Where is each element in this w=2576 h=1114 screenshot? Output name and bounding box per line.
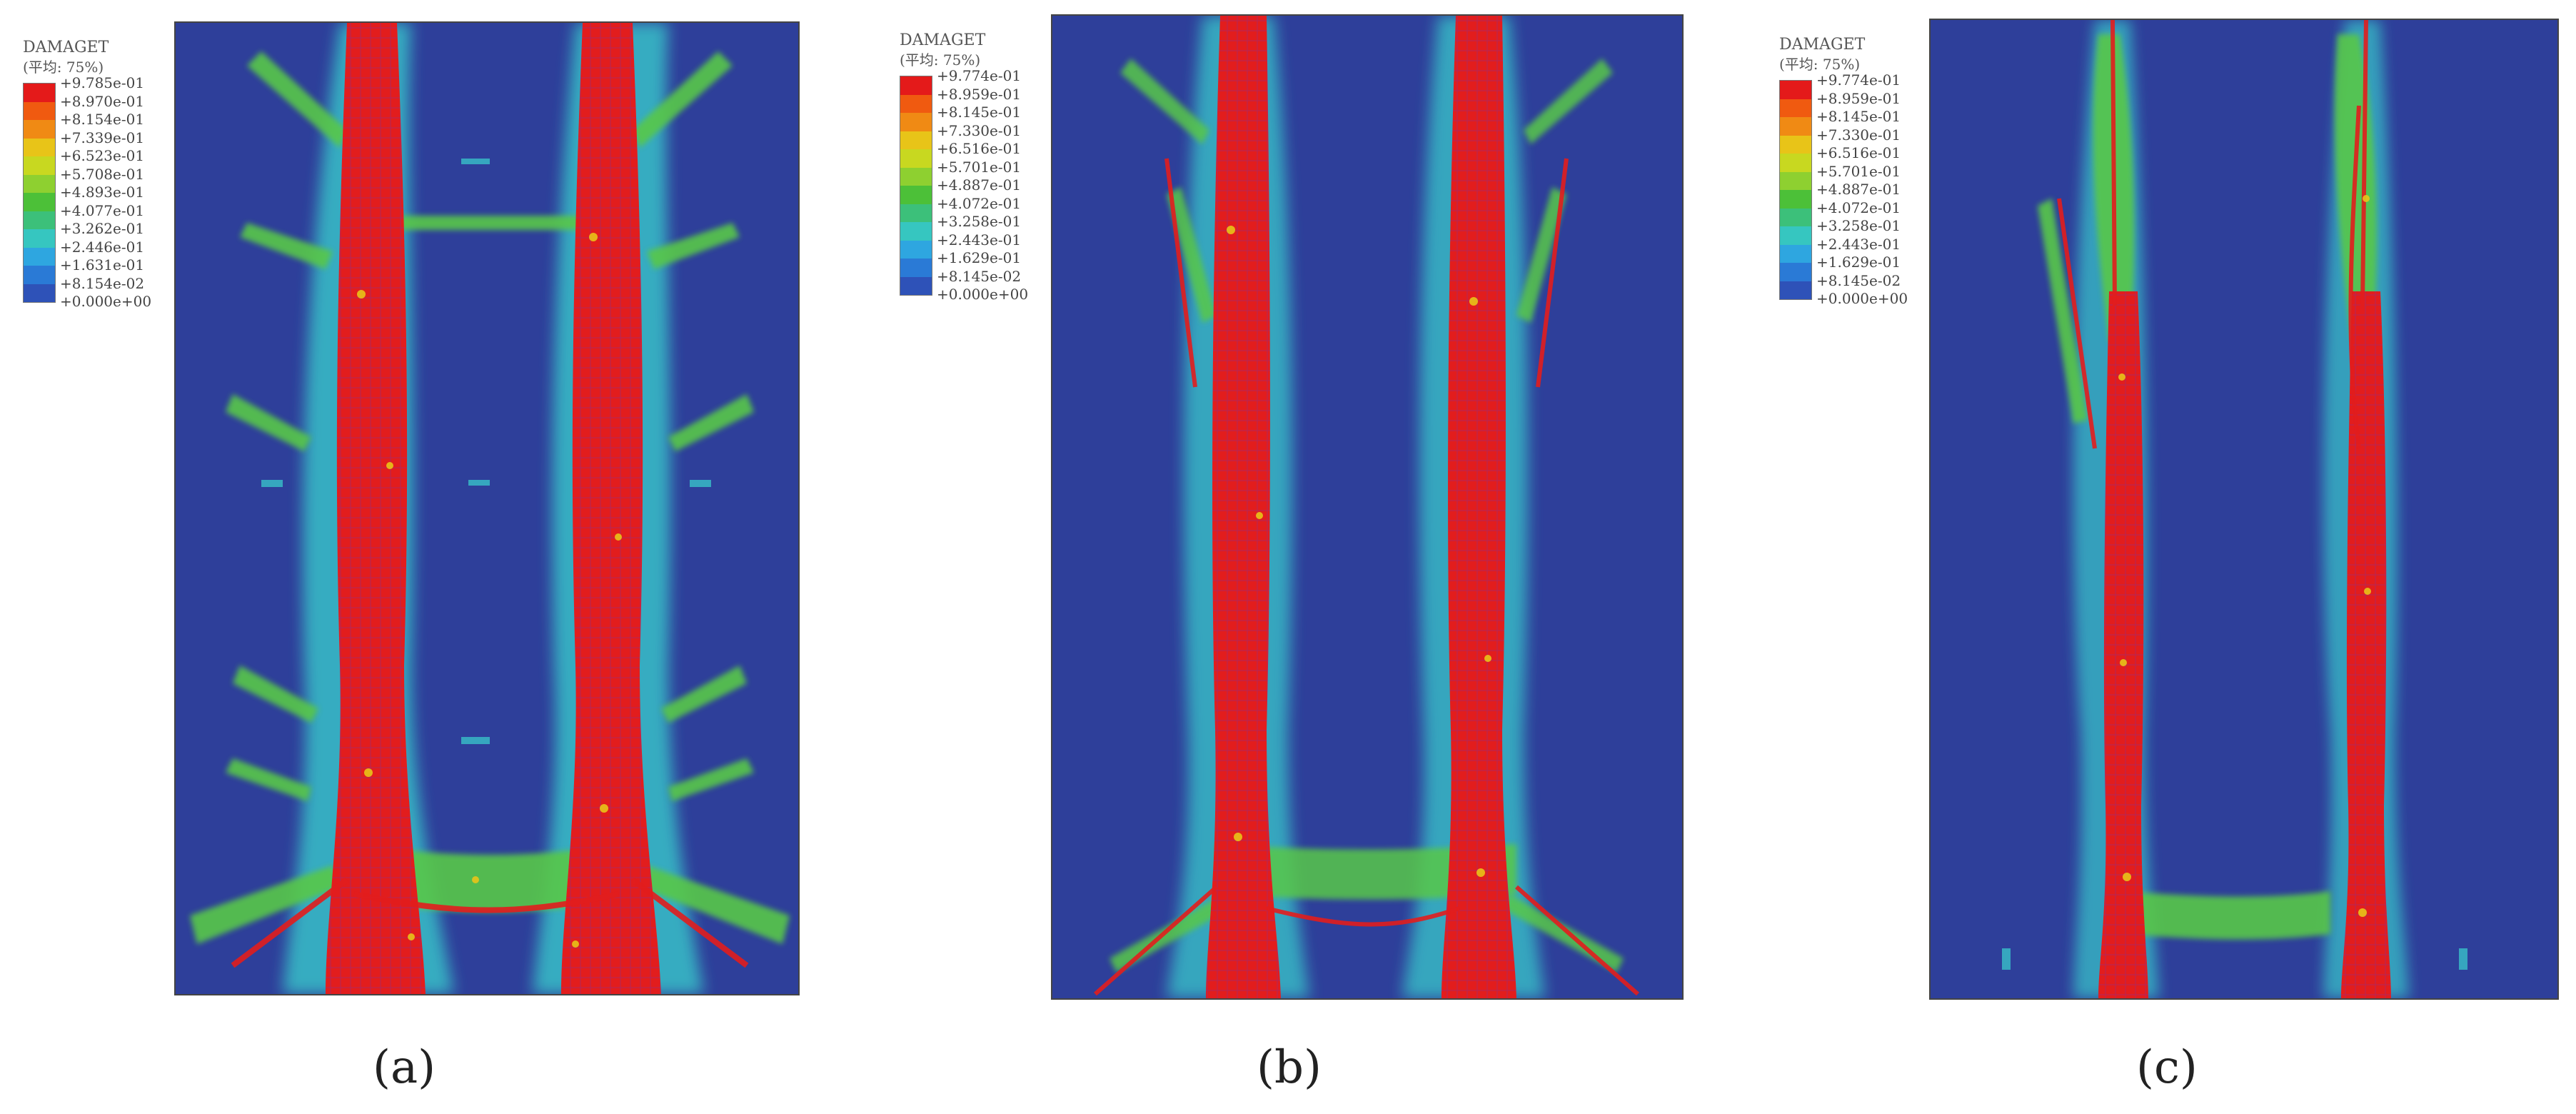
legend-swatch [1780, 263, 1811, 281]
legend-label: +0.000e+00 [1816, 290, 1908, 307]
legend-swatch [900, 167, 932, 186]
legend-swatch [24, 211, 55, 229]
legend-label: +8.154e-02 [60, 274, 145, 292]
legend-subtitle: (平均: 75%) [1779, 56, 1861, 73]
legend-label: +0.000e+00 [60, 293, 152, 310]
legend-swatch [1780, 208, 1811, 226]
contour-plot-b [1051, 14, 1684, 1000]
legend-swatch [1780, 190, 1811, 209]
legend-swatch [900, 131, 932, 149]
legend-label: +9.785e-01 [60, 74, 145, 91]
legend-swatch [24, 120, 55, 139]
legend-label: +8.154e-01 [60, 111, 145, 128]
legend-swatch [1780, 135, 1811, 154]
legend-label: +6.523e-01 [60, 147, 145, 164]
legend-label: +5.701e-01 [1816, 162, 1901, 180]
legend-swatch [900, 113, 932, 131]
legend-swatch [24, 101, 55, 120]
legend-title: DAMAGET [900, 31, 986, 49]
damage-contour-a [176, 23, 798, 994]
legend-label: +4.072e-01 [937, 194, 1022, 212]
legend-swatch [1780, 117, 1811, 136]
legend-swatch [24, 138, 55, 156]
legend-label: +1.629e-01 [937, 249, 1022, 266]
legend-label: +4.072e-01 [1816, 199, 1901, 216]
legend-swatch [1780, 154, 1811, 172]
legend-swatch [1780, 81, 1811, 99]
caption-b: (b) [1257, 1041, 1322, 1094]
legend-label: +7.330e-01 [1816, 126, 1901, 144]
legend-swatch [900, 276, 932, 295]
legend-swatch [1780, 226, 1811, 245]
legend-subtitle: (平均: 75%) [23, 59, 104, 76]
legend-label: +3.258e-01 [1816, 217, 1901, 234]
contour-plot-a [174, 21, 800, 995]
legend-swatch [1780, 99, 1811, 117]
legend-label: +5.701e-01 [937, 158, 1022, 176]
legend-color-bar [1779, 80, 1812, 300]
legend-title: DAMAGET [23, 39, 109, 56]
legend-swatch [24, 247, 55, 266]
legend-swatch [900, 76, 932, 95]
legend-label: +4.077e-01 [60, 201, 145, 219]
legend-label: +6.516e-01 [937, 140, 1022, 157]
legend-label: +2.443e-01 [1816, 235, 1901, 253]
legend-swatch [24, 266, 55, 284]
legend-swatch [24, 229, 55, 248]
legend-labels: +9.785e-01 +8.970e-01 +8.154e-01 +7.339e… [60, 74, 151, 311]
legend-label: +8.970e-01 [60, 92, 145, 110]
legend-label: +8.145e-01 [1816, 108, 1901, 125]
legend-color-bar [900, 76, 932, 296]
legend-c: DAMAGET (平均: 75%) +9.774e-01 +8.959e-01 … [1779, 36, 1936, 336]
legend-swatch [1780, 281, 1811, 299]
contour-plot-c [1929, 19, 2559, 1000]
legend-label: +3.262e-01 [60, 220, 145, 237]
legend-swatch [24, 193, 55, 211]
legend-swatch [24, 156, 55, 175]
legend-swatch [24, 283, 55, 302]
legend-subtitle: (平均: 75%) [900, 51, 981, 69]
legend-swatch [900, 94, 932, 113]
legend-swatch [900, 222, 932, 241]
legend-label: +8.145e-02 [937, 267, 1022, 285]
legend-swatch [900, 204, 932, 222]
legend-label: +1.631e-01 [60, 256, 145, 274]
legend-label: +8.145e-01 [937, 104, 1022, 121]
legend-a: DAMAGET (平均: 75%) +9.785e-01 +8.970e-01 … [23, 39, 180, 338]
legend-label: +6.516e-01 [1816, 144, 1901, 161]
legend-labels: +9.774e-01 +8.959e-01 +8.145e-01 +7.330e… [1816, 71, 1908, 308]
legend-label: +8.959e-01 [937, 85, 1022, 103]
legend-label: +3.258e-01 [937, 213, 1022, 230]
legend-label: +2.446e-01 [60, 238, 145, 256]
legend-label: +2.443e-01 [937, 231, 1022, 249]
legend-label: +4.887e-01 [1816, 181, 1901, 198]
damage-contour-b [1052, 16, 1682, 998]
legend-label: +4.893e-01 [60, 184, 145, 201]
legend-title: DAMAGET [1779, 36, 1866, 54]
legend-label: +4.887e-01 [937, 176, 1022, 194]
damage-contour-c [1931, 20, 2557, 998]
caption-a: (a) [373, 1041, 436, 1094]
legend-swatch [900, 259, 932, 277]
legend-label: +8.959e-01 [1816, 89, 1901, 107]
legend-label: +8.145e-02 [1816, 271, 1901, 289]
legend-label: +7.339e-01 [60, 129, 145, 146]
legend-swatch [900, 240, 932, 259]
legend-labels: +9.774e-01 +8.959e-01 +8.145e-01 +7.330e… [937, 67, 1028, 304]
legend-swatch [900, 186, 932, 204]
legend-swatch [1780, 244, 1811, 263]
legend-swatch [1780, 171, 1811, 190]
legend-swatch [24, 84, 55, 102]
legend-b: DAMAGET (平均: 75%) +9.774e-01 +8.959e-01 … [900, 31, 1057, 331]
caption-c: (c) [2136, 1041, 2198, 1094]
legend-label: +7.330e-01 [937, 121, 1022, 139]
legend-label: +5.708e-01 [60, 165, 145, 183]
legend-label: +9.774e-01 [937, 67, 1022, 84]
legend-label: +9.774e-01 [1816, 71, 1901, 89]
legend-swatch [24, 174, 55, 193]
legend-color-bar [23, 83, 56, 303]
legend-label: +0.000e+00 [937, 286, 1029, 303]
legend-swatch [900, 149, 932, 168]
legend-label: +1.629e-01 [1816, 254, 1901, 271]
